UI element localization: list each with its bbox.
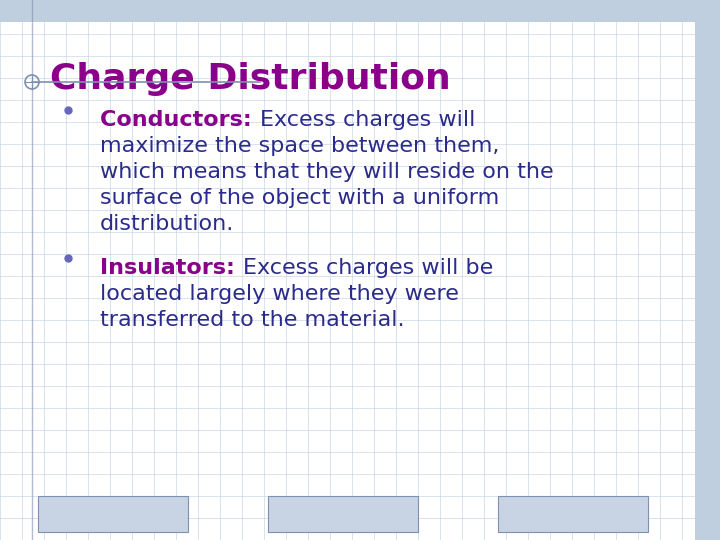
Text: Conductors:: Conductors:: [100, 110, 259, 130]
Bar: [268, 496, 418, 532]
Bar: [695, 0, 720, 540]
Text: located largely where they were: located largely where they were: [100, 284, 459, 304]
Text: transferred to the material.: transferred to the material.: [100, 310, 405, 330]
Text: Insulators:: Insulators:: [100, 258, 243, 278]
Text: distribution.: distribution.: [100, 214, 234, 234]
Text: which means that they will reside on the: which means that they will reside on the: [100, 162, 554, 182]
Text: surface of the object with a uniform: surface of the object with a uniform: [100, 188, 499, 208]
Text: Excess charges will: Excess charges will: [259, 110, 475, 130]
Bar: [498, 496, 648, 532]
Bar: [38, 496, 188, 532]
Text: maximize the space between them,: maximize the space between them,: [100, 136, 500, 156]
Bar: [0, 0, 720, 22]
Text: Excess charges will be: Excess charges will be: [243, 258, 493, 278]
Text: Charge Distribution: Charge Distribution: [50, 62, 451, 96]
